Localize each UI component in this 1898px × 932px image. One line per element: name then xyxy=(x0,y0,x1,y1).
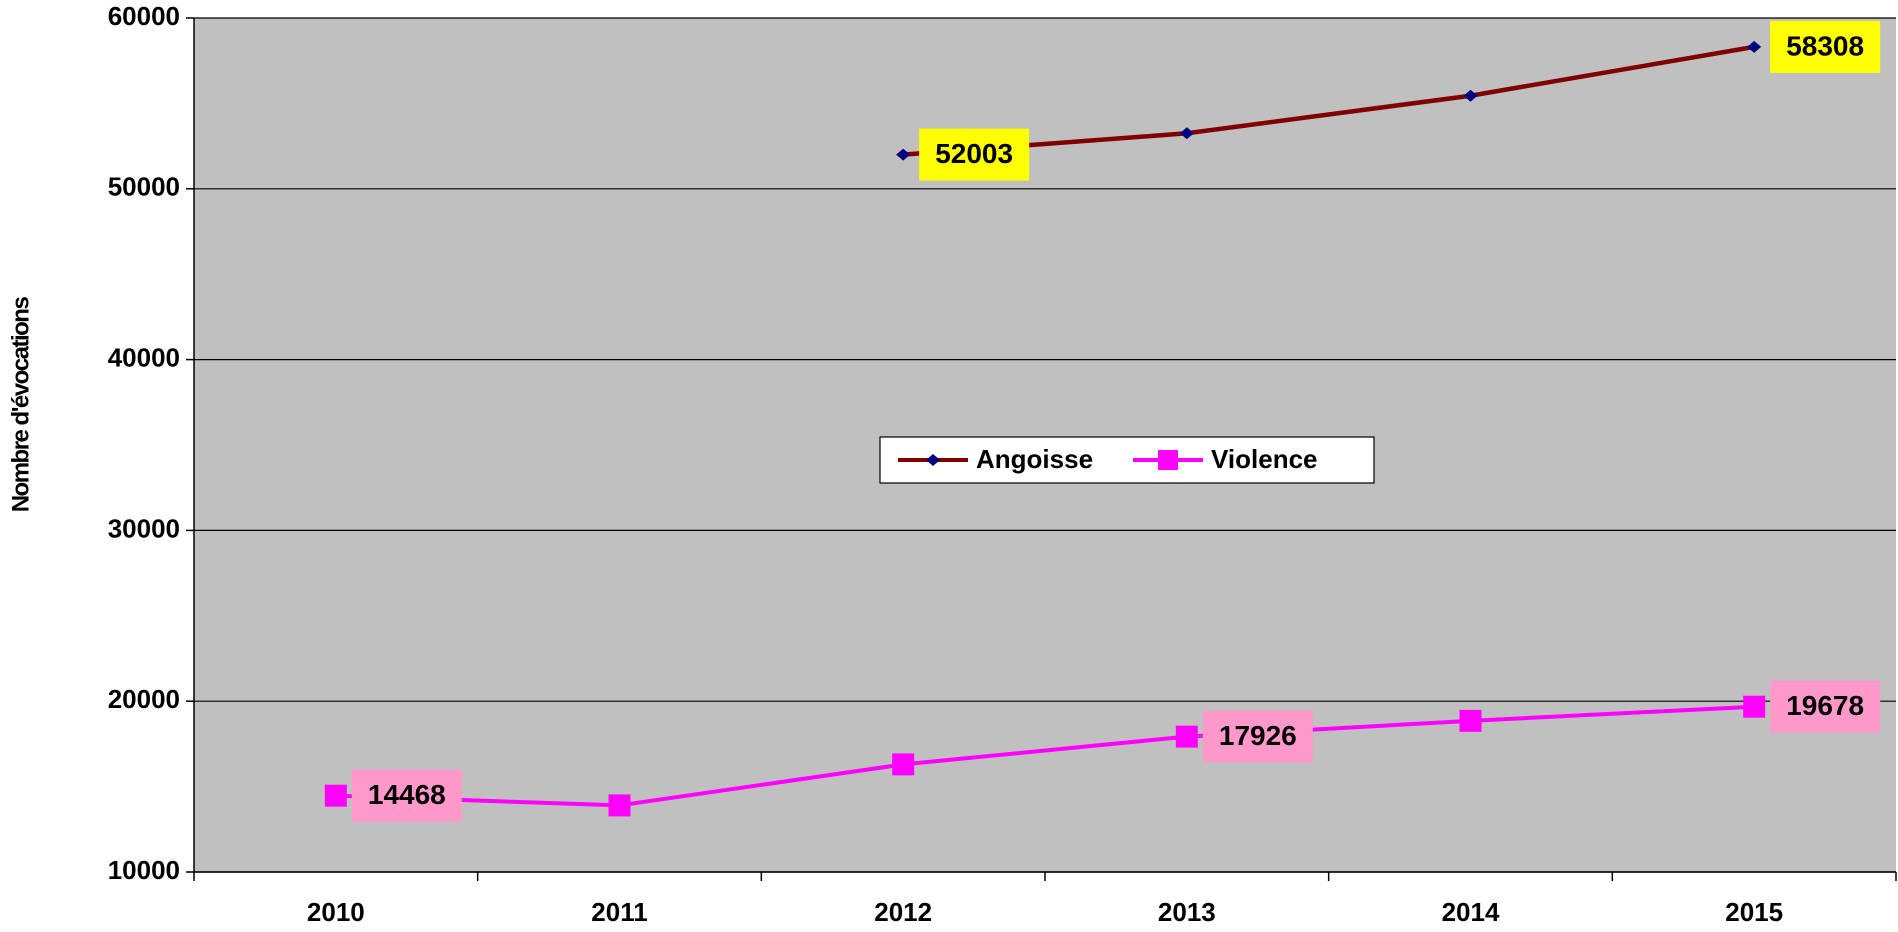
data-point xyxy=(892,753,915,776)
x-tick-label: 2012 xyxy=(874,897,932,927)
y-tick-label: 10000 xyxy=(108,855,180,885)
data-point xyxy=(896,148,911,161)
x-tick-label: 2013 xyxy=(1158,897,1216,927)
data-label-bg xyxy=(1202,710,1313,763)
data-label: 52003 xyxy=(919,128,1030,181)
data-label-text: 52003 xyxy=(935,138,1013,169)
y-tick-label: 50000 xyxy=(108,172,180,202)
y-axis-title: Nombre d'évocations xyxy=(7,297,34,513)
legend-marker xyxy=(926,454,940,466)
data-label-text: 14468 xyxy=(368,779,446,810)
legend-label: Violence xyxy=(1211,444,1317,474)
data-point xyxy=(1463,89,1478,102)
y-tick-label: 60000 xyxy=(108,1,180,31)
data-label-bg xyxy=(1770,680,1881,733)
data-point xyxy=(608,794,631,817)
data-point xyxy=(324,784,347,807)
x-tick-label: 2015 xyxy=(1725,897,1783,927)
legend-label: Angoisse xyxy=(976,444,1093,474)
data-label: 14468 xyxy=(351,769,462,822)
data-label-bg xyxy=(1770,20,1881,73)
x-tick-label: 2014 xyxy=(1442,897,1500,927)
data-label: 19678 xyxy=(1770,680,1881,733)
y-tick-label: 40000 xyxy=(108,342,180,372)
data-label: 58308 xyxy=(1770,20,1881,73)
data-label-text: 19678 xyxy=(1786,690,1864,721)
data-label-text: 17926 xyxy=(1219,720,1297,751)
y-tick-label: 20000 xyxy=(108,684,180,714)
data-point xyxy=(1175,725,1198,748)
data-point xyxy=(1459,709,1482,732)
data-label-bg xyxy=(919,128,1030,181)
legend-marker xyxy=(1158,450,1179,470)
data-point xyxy=(1743,695,1766,718)
series-line xyxy=(902,44,1755,157)
data-point xyxy=(1179,127,1194,140)
x-tick-label: 2010 xyxy=(307,897,365,927)
data-point xyxy=(1747,40,1762,53)
data-label-text: 58308 xyxy=(1786,30,1864,61)
data-label-bg xyxy=(351,769,462,822)
x-tick-label: 2011 xyxy=(591,897,647,927)
data-label: 17926 xyxy=(1202,710,1313,763)
series-line xyxy=(335,704,1755,808)
y-tick-label: 30000 xyxy=(108,513,180,543)
